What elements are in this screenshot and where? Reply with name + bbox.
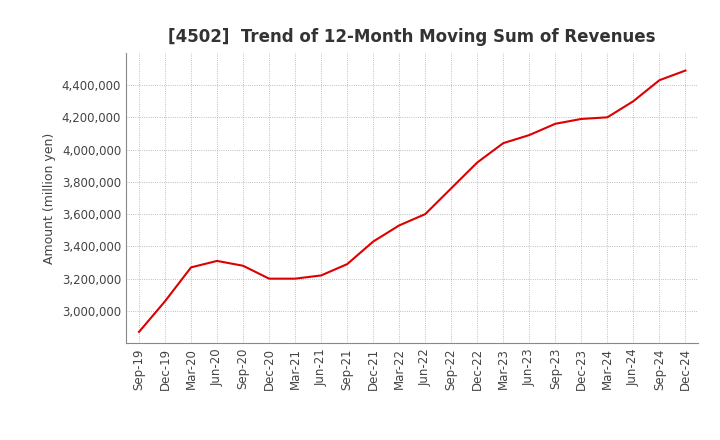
Y-axis label: Amount (million yen): Amount (million yen) bbox=[43, 132, 56, 264]
Title: [4502]  Trend of 12-Month Moving Sum of Revenues: [4502] Trend of 12-Month Moving Sum of R… bbox=[168, 28, 656, 46]
